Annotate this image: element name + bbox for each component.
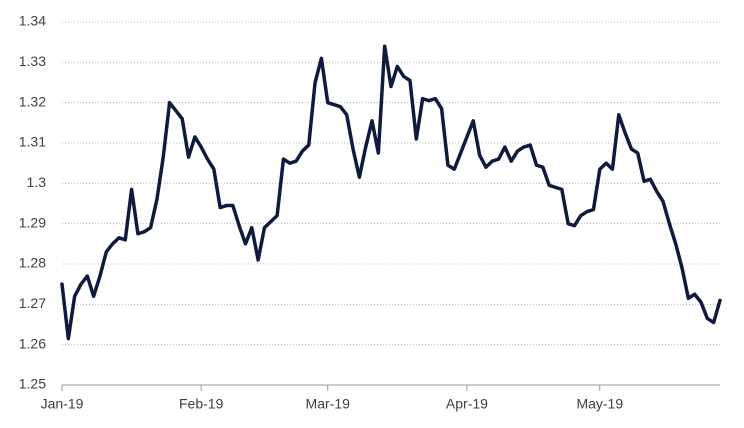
price-line bbox=[60, 44, 722, 341]
y-tick-label: 1.28 bbox=[19, 255, 46, 271]
y-tick-label: 1.26 bbox=[19, 335, 46, 351]
x-tick-label: Jan-19 bbox=[41, 396, 84, 412]
y-tick-label: 1.25 bbox=[19, 376, 46, 392]
y-tick-label: 1.32 bbox=[19, 93, 46, 109]
y-tick-label: 1.31 bbox=[19, 134, 46, 150]
y-tick-label: 1.33 bbox=[19, 53, 46, 69]
y-tick-label: 1.29 bbox=[19, 214, 46, 230]
y-tick-label: 1.3 bbox=[27, 174, 47, 190]
y-tick-label: 1.27 bbox=[19, 295, 46, 311]
x-tick-label: Apr-19 bbox=[446, 396, 488, 412]
x-tick-label: May-19 bbox=[576, 396, 623, 412]
y-tick-label: 1.34 bbox=[19, 13, 46, 29]
x-tick-label: Mar-19 bbox=[306, 396, 351, 412]
x-tick-label: Feb-19 bbox=[179, 396, 224, 412]
